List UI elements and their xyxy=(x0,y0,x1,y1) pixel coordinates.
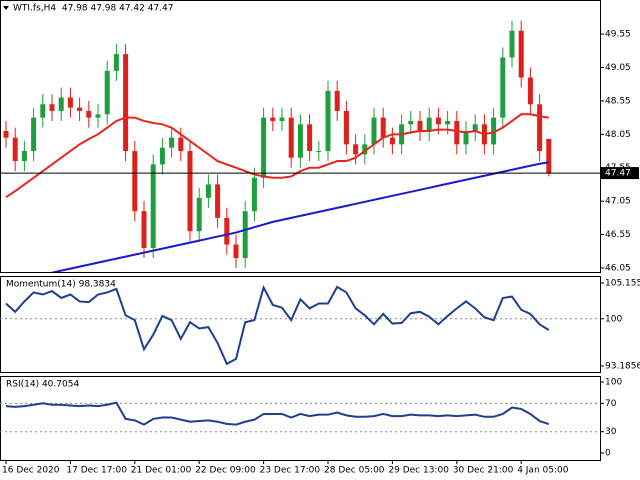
rsi-panel xyxy=(0,376,601,461)
candle-body xyxy=(325,90,331,152)
candle-body xyxy=(21,151,27,162)
candle-body xyxy=(49,104,55,111)
indicator-title: RSI(14) 40.7054 xyxy=(6,380,79,390)
candle-body xyxy=(31,117,37,152)
x-tick-label: 23 Dec 17:00 xyxy=(260,466,321,476)
candle-body xyxy=(307,124,313,152)
last-price-box xyxy=(601,167,639,180)
momentum-panel xyxy=(0,276,601,373)
y-tick-label: 46.55 xyxy=(605,230,631,240)
candle-body xyxy=(500,57,506,118)
x-tick-label: 17 Dec 17:00 xyxy=(66,466,127,476)
candle-body xyxy=(251,177,257,212)
y-tick-label: 46.05 xyxy=(605,263,631,273)
candle-body xyxy=(491,117,497,145)
y-tick-label: 30 xyxy=(605,427,617,437)
plot-area xyxy=(0,401,600,433)
candle-body xyxy=(86,110,92,118)
y-tick-label: 100 xyxy=(605,314,622,324)
candle-body xyxy=(463,130,469,145)
candle-body xyxy=(270,117,276,121)
candle-body xyxy=(196,197,202,232)
candle-body xyxy=(113,54,119,71)
candle-body xyxy=(150,164,156,248)
chart-title: WTI.fs,H4 47.98 47.98 47.42 47.47 xyxy=(13,4,174,14)
y-tick-label: 70 xyxy=(605,399,617,409)
candle-body xyxy=(67,97,73,108)
candle-body xyxy=(169,137,175,148)
x-tick-label: 29 Dec 13:00 xyxy=(388,466,449,476)
candle-body xyxy=(205,184,211,198)
x-tick-label: 22 Dec 09:00 xyxy=(195,466,256,476)
x-tick-label: 16 Dec 2020 xyxy=(2,466,60,476)
candle-body xyxy=(408,120,414,125)
candle-body xyxy=(159,147,165,165)
x-tick-label: 21 Dec 01:00 xyxy=(131,466,192,476)
candle-body xyxy=(334,90,340,111)
candle-body xyxy=(77,107,83,111)
candle-body xyxy=(362,144,368,155)
candle-body xyxy=(178,137,184,152)
candle-body xyxy=(472,124,478,131)
candle-body xyxy=(242,211,248,258)
plot-area xyxy=(0,284,600,366)
x-tick-label: 4 Jan 05:00 xyxy=(517,466,569,476)
candle-body xyxy=(288,117,294,158)
candle-body xyxy=(389,137,395,145)
y-tick-label: 49.55 xyxy=(605,30,631,40)
candle-body xyxy=(279,117,285,121)
candle-body xyxy=(537,104,543,152)
plot-area xyxy=(0,20,600,272)
y-tick-label: 0 xyxy=(605,448,611,458)
indicator-line xyxy=(5,284,550,366)
y-tick-label: 48.05 xyxy=(605,130,631,140)
candle-body xyxy=(343,110,349,145)
candle-body xyxy=(261,117,267,178)
last-price-label: 47.47 xyxy=(605,169,631,179)
candle-body xyxy=(546,139,552,174)
candle-body xyxy=(104,70,110,115)
candle-body xyxy=(95,114,101,118)
x-tick-label: 28 Dec 05:00 xyxy=(324,466,385,476)
candle-body xyxy=(132,151,138,212)
indicator-line xyxy=(50,161,549,272)
y-tick-label: 105.1555 xyxy=(605,279,640,289)
candle-body xyxy=(417,120,423,131)
candle-body xyxy=(12,137,18,162)
candle-body xyxy=(527,77,533,105)
candle-body xyxy=(518,30,524,78)
candle-body xyxy=(353,144,359,155)
candle-body xyxy=(371,117,377,145)
candle-body xyxy=(426,117,432,131)
candle-body xyxy=(380,117,386,138)
x-tick-label: 30 Dec 21:00 xyxy=(453,466,514,476)
y-tick-label: 47.05 xyxy=(605,197,631,207)
candle-body xyxy=(58,97,64,111)
candle-body xyxy=(435,117,441,125)
candle-body xyxy=(3,130,9,138)
candle-body xyxy=(187,151,193,232)
candle-body xyxy=(445,120,451,125)
indicator-line xyxy=(5,113,549,198)
y-tick-label: 49.05 xyxy=(605,63,631,73)
y-tick-label: 100 xyxy=(605,378,622,388)
candle-body xyxy=(141,211,147,248)
candle-body xyxy=(233,244,239,258)
candle-body xyxy=(316,151,322,153)
indicator-title: Momentum(14) 98.3834 xyxy=(6,280,116,290)
candle-body xyxy=(297,124,303,158)
menu-triangle[interactable] xyxy=(3,6,9,10)
y-tick-label: 93.1856 xyxy=(605,362,640,372)
candle-body xyxy=(215,184,221,218)
candle-body xyxy=(224,217,230,245)
candle-body xyxy=(123,54,129,152)
candle-body xyxy=(40,104,46,118)
indicator-line xyxy=(5,401,550,426)
candle-body xyxy=(454,120,460,145)
y-tick-label: 48.55 xyxy=(605,96,631,106)
main-panel xyxy=(0,0,601,273)
candle-body xyxy=(509,30,515,58)
